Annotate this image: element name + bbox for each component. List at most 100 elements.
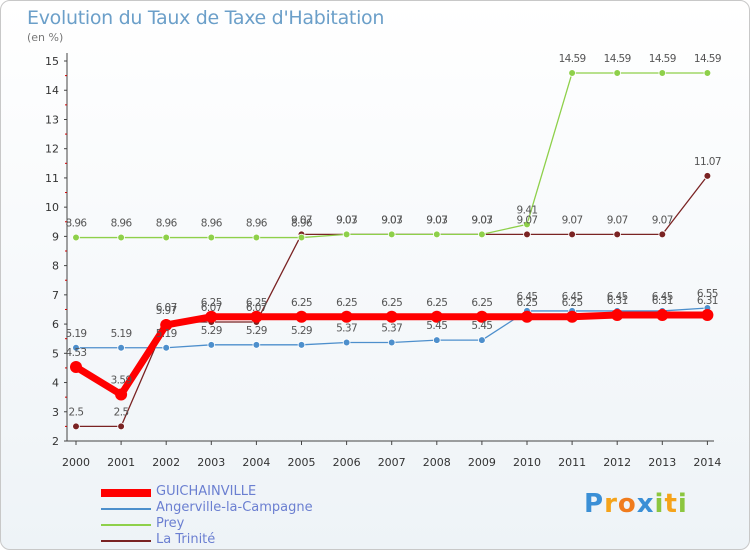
data-label-la-trinite: 2.5: [114, 406, 129, 418]
data-point-la-trinite: [72, 422, 80, 431]
y-tick-label: 2: [52, 435, 59, 448]
y-tick-label: 8: [52, 260, 59, 273]
x-tick-label: 2013: [648, 456, 676, 469]
data-label-angerville-la-campagne: 5.37: [381, 322, 402, 334]
data-point-guichainville: [385, 310, 398, 323]
y-tick-label: 3: [52, 406, 59, 419]
data-label-prey: 8.96: [66, 218, 88, 230]
legend-label: La Trinité: [156, 532, 216, 547]
legend-item-prey: Prey: [101, 516, 421, 533]
data-label-la-trinite: 6.07: [156, 302, 177, 314]
data-point-guichainville: [250, 310, 263, 323]
data-label-prey: 9.07: [471, 214, 492, 226]
legend-label: Angerville-la-Campagne: [156, 500, 313, 515]
data-label-guichainville: 6.25: [336, 297, 357, 309]
data-point-prey: [658, 69, 667, 77]
data-label-guichainville: 6.25: [471, 297, 492, 309]
data-point-guichainville: [521, 310, 533, 323]
data-point-angerville-la-campagne: [72, 343, 80, 352]
legend-swatch: [101, 540, 151, 542]
data-point-guichainville: [115, 388, 128, 401]
data-label-prey: 9.07: [381, 214, 402, 226]
y-tick-label: 11: [45, 172, 59, 185]
data-label-la-trinite: 9.03: [336, 214, 357, 226]
x-tick-label: 2004: [242, 456, 270, 469]
data-label-la-trinite: 9.03: [471, 214, 492, 226]
data-label-la-trinite: 2.5: [69, 406, 84, 418]
logo-letter: i: [654, 489, 665, 519]
data-label-la-trinite: 9.07: [562, 214, 583, 226]
data-label-angerville-la-campagne: 5.29: [291, 325, 312, 337]
data-label-la-trinite: 11.07: [694, 156, 721, 168]
data-point-guichainville: [701, 309, 714, 322]
x-tick-label: 2014: [693, 456, 721, 469]
data-point-angerville-la-campagne: [387, 338, 396, 347]
legend-item-angerville-la-campagne: Angerville-la-Campagne: [101, 500, 421, 517]
data-point-guichainville: [205, 310, 218, 323]
data-point-la-trinite: [117, 422, 125, 431]
y-tick-label: 12: [45, 143, 59, 156]
data-point-angerville-la-campagne: [207, 341, 216, 349]
legend-item-guichainville: GUICHAINVILLE: [101, 484, 421, 501]
logo-letter: t: [664, 489, 678, 519]
data-label-la-trinite: 9.03: [426, 214, 447, 226]
data-point-la-trinite: [703, 172, 712, 180]
legend-item-la-trinite: La Trinité: [101, 532, 421, 549]
data-point-angerville-la-campagne: [252, 341, 261, 349]
data-label-guichainville: 4.53: [66, 347, 87, 359]
data-label-angerville-la-campagne: 5.37: [336, 322, 357, 334]
logo-letter: P: [584, 489, 605, 519]
data-label-angerville-la-campagne: 6.45: [562, 291, 583, 303]
data-label-prey: 8.96: [246, 218, 268, 230]
data-label-angerville-la-campagne: 6.45: [607, 291, 628, 303]
data-label-angerville-la-campagne: 5.29: [201, 325, 222, 337]
unit-label: (en %): [27, 31, 64, 44]
data-label-angerville-la-campagne: 5.19: [156, 328, 177, 340]
data-label-prey: 8.96: [201, 218, 223, 230]
data-point-prey: [72, 233, 80, 242]
data-label-angerville-la-campagne: 5.45: [471, 320, 492, 332]
data-point-la-trinite: [658, 230, 667, 239]
data-label-angerville-la-campagne: 5.19: [66, 328, 87, 340]
logo-letter: o: [617, 489, 637, 519]
legend-label: GUICHAINVILLE: [156, 484, 257, 499]
data-label-prey: 9.41: [517, 204, 538, 216]
data-point-angerville-la-campagne: [297, 341, 306, 349]
data-label-angerville-la-campagne: 5.45: [426, 320, 447, 332]
data-point-prey: [568, 69, 576, 77]
data-label-guichainville: 6.25: [562, 297, 583, 309]
data-label-la-trinite: 9.07: [291, 214, 312, 226]
y-tick-label: 14: [45, 84, 59, 97]
x-tick-label: 2006: [333, 456, 361, 469]
data-label-la-trinite: 9.03: [381, 214, 402, 226]
x-tick-label: 2010: [513, 456, 541, 469]
data-label-guichainville: 6.25: [201, 297, 222, 309]
data-point-prey: [703, 69, 712, 77]
data-point-guichainville: [656, 309, 669, 322]
data-point-prey: [207, 233, 216, 242]
data-point-angerville-la-campagne: [117, 343, 125, 352]
data-point-guichainville: [430, 310, 443, 323]
data-label-angerville-la-campagne: 5.19: [111, 328, 132, 340]
data-label-guichainville: 6.25: [517, 297, 538, 309]
x-tick-label: 2002: [152, 456, 180, 469]
y-tick-label: 10: [45, 201, 59, 214]
data-point-guichainville: [566, 310, 579, 323]
data-label-prey: 8.96: [156, 218, 178, 230]
data-point-prey: [523, 220, 531, 229]
data-point-prey: [613, 69, 621, 77]
y-tick-label: 6: [52, 318, 59, 331]
data-label-prey: 14.59: [694, 53, 721, 65]
data-label-guichainville: 6.25: [291, 297, 312, 309]
x-tick-label: 2009: [468, 456, 496, 469]
y-tick-label: 9: [52, 230, 59, 243]
data-point-guichainville: [340, 310, 353, 323]
legend: GUICHAINVILLE Angerville-la-Campagne Prey L…: [101, 484, 421, 549]
data-point-la-trinite: [613, 230, 621, 239]
x-tick-label: 2012: [603, 456, 631, 469]
data-point-la-trinite: [523, 230, 531, 239]
data-label-la-trinite: 9.07: [607, 214, 628, 226]
x-tick-label: 2003: [197, 456, 225, 469]
logo-letter: r: [604, 489, 618, 519]
